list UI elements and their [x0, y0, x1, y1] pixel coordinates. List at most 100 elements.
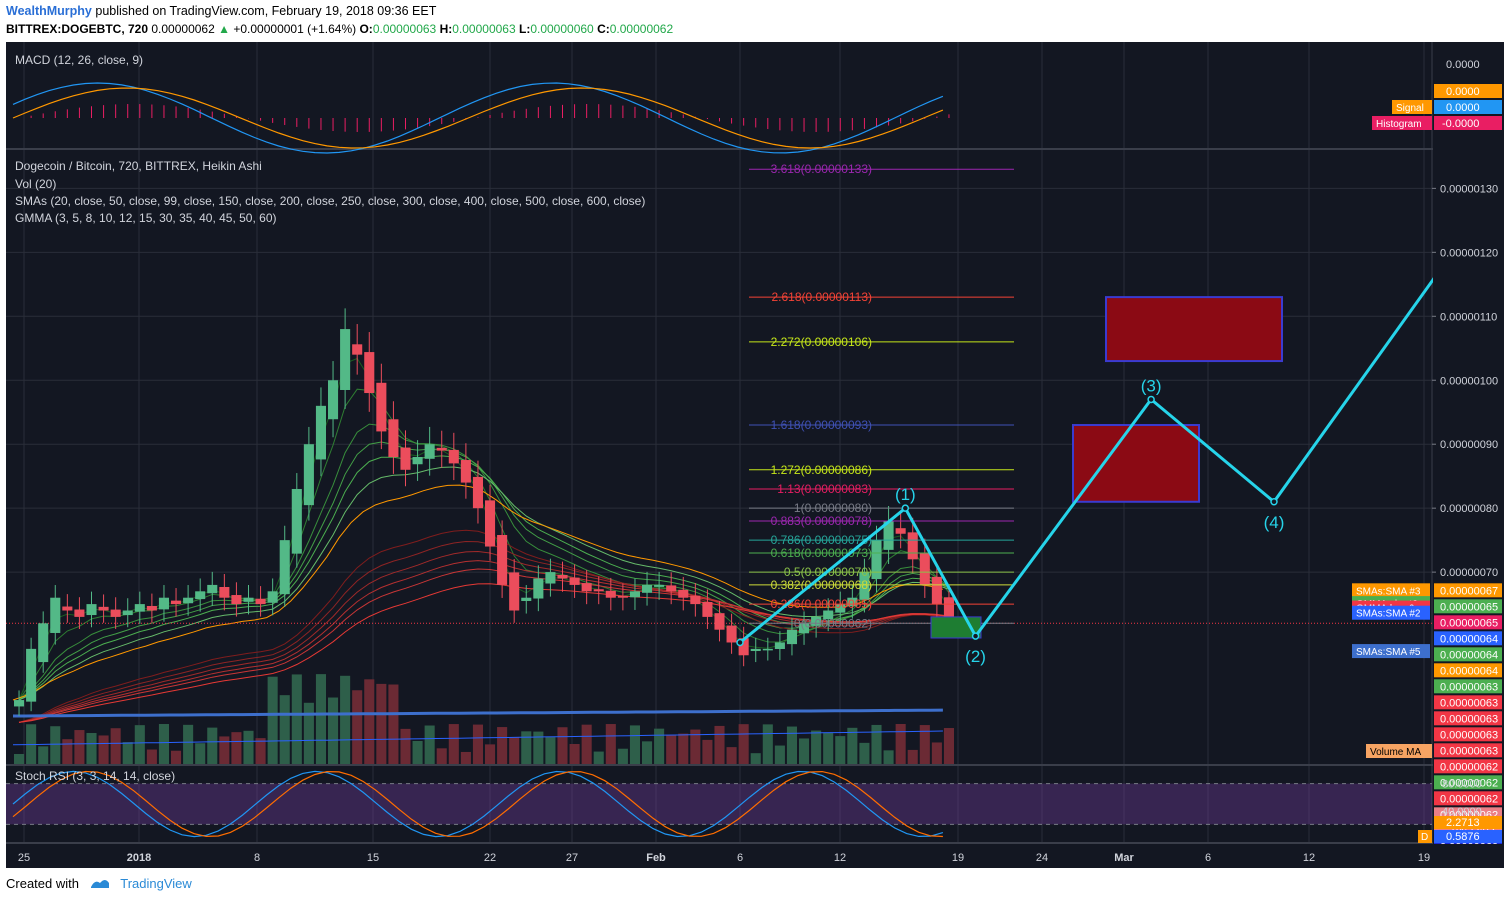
stoch-d-small-tag — [1418, 830, 1432, 843]
candle-body — [315, 405, 326, 460]
price-tag-bg — [1434, 759, 1502, 774]
target-boxes — [930, 296, 1283, 639]
volume-bar — [364, 679, 375, 764]
line-tag-bg — [1352, 644, 1430, 659]
volume-bar — [38, 746, 49, 764]
candle-body — [207, 584, 218, 594]
time-tick-label: 8 — [254, 852, 260, 864]
stoch-d-text: 0.5876 — [1446, 831, 1480, 843]
volume-bar — [448, 724, 459, 764]
candle-body — [255, 598, 266, 605]
sma-2-line — [12, 730, 943, 746]
candle-body — [738, 638, 749, 656]
stoch-k-line — [12, 770, 944, 838]
stoch-band-fill — [6, 783, 1432, 825]
candle-body — [871, 540, 882, 580]
macd-title: MACD (12, 26, close, 9) — [15, 53, 143, 67]
volume-bar — [158, 724, 169, 764]
high-value: 0.00000063 — [452, 22, 516, 36]
open-value: 0.00000063 — [372, 22, 437, 36]
time-tick-label: 6 — [737, 852, 743, 864]
chart-canvas[interactable]: 3.618(0.00000133) 2.618(0.00000113) 2.272(… — [6, 42, 1504, 868]
volume-bar — [376, 683, 387, 764]
candles — [14, 308, 954, 716]
tradingview-link[interactable]: TradingView — [120, 876, 192, 891]
price-tag-text: 0.00000062 — [1440, 761, 1498, 773]
volume-bar — [907, 749, 918, 764]
candle-body — [859, 572, 870, 600]
price-tag-text: 0.00000063 — [1440, 713, 1498, 725]
candle-body — [642, 584, 653, 593]
time-tick-label: Mar — [1114, 852, 1134, 864]
chart-area[interactable]: 3.618(0.00000133) 2.618(0.00000113) 2.272(… — [6, 42, 1504, 868]
macd-value-tag — [1434, 84, 1502, 98]
wave-point — [1147, 395, 1155, 404]
candle-body — [485, 500, 496, 547]
candle-body — [279, 540, 290, 595]
candle-body — [146, 605, 157, 611]
volume-bar — [702, 739, 713, 764]
low-value: 0.00000060 — [530, 22, 594, 36]
candle-body — [895, 528, 906, 534]
line-tag-text: SMAs:SMA #3 — [1356, 586, 1421, 597]
candle-body — [617, 595, 628, 598]
volume-bar — [328, 697, 339, 764]
volume-bar — [134, 725, 145, 764]
time-tick-label: 25 — [18, 852, 30, 864]
open-label: O: — [359, 22, 373, 36]
candle-body — [460, 460, 471, 483]
price-tick-label: 0.00000080 — [1440, 503, 1498, 515]
line-tag-text: SMAs:SMA #2 — [1356, 609, 1421, 620]
author-link[interactable]: WealthMurphy — [6, 4, 92, 18]
candle-body — [557, 574, 568, 579]
price-tag-text: 0.00000063 — [1440, 697, 1498, 709]
gmma-short-line — [18, 466, 950, 701]
candle-body — [364, 352, 375, 394]
time-axis: 25 2018 8 15 22 27 Feb 6 12 19 24 Mar 6 12 19 — [6, 844, 1504, 868]
pane-separators — [6, 42, 1504, 844]
wave-label: (1) — [895, 485, 916, 504]
volume-bar — [533, 731, 544, 764]
candle-body — [436, 447, 447, 451]
gmma-long-line — [18, 540, 950, 723]
candle-body — [799, 623, 810, 634]
fib-label: 0(0.00000062) — [794, 616, 872, 630]
price-tick-label: 0.00000090 — [1440, 439, 1498, 451]
volume-bar — [388, 684, 399, 764]
volume-bar — [509, 737, 520, 764]
price-tick-label: 0.00000070 — [1440, 567, 1498, 579]
volume-bar — [811, 730, 822, 764]
candle-body — [74, 609, 85, 617]
candle-body — [629, 591, 640, 598]
up-arrow-icon: ▲ — [218, 22, 231, 36]
time-tick-label: 15 — [367, 852, 379, 864]
volume-bar — [593, 751, 604, 764]
volume-ma-label: Volume MA — [1370, 747, 1421, 758]
publish-header: WealthMurphy published on TradingView.co… — [6, 4, 436, 18]
macd-line — [12, 82, 944, 154]
candle-body — [581, 583, 592, 592]
candle-body — [183, 597, 194, 604]
histogram-tag-text: Histogram — [1376, 119, 1422, 130]
close-value: 0.00000062 — [609, 22, 674, 36]
time-tick-label: 12 — [834, 852, 846, 864]
price-tag-text: 0.00000064 — [1440, 649, 1498, 661]
volume-bar — [545, 737, 556, 764]
candle-body — [943, 597, 954, 624]
price-tag-bg — [1434, 711, 1502, 726]
stoch-title: Stoch RSI (3, 3, 14, 14, close) — [15, 769, 175, 783]
gmma-label: GMMA (3, 5, 8, 10, 12, 15, 30, 35, 40, 4… — [15, 211, 277, 225]
candle-body — [86, 604, 97, 616]
candle-body — [605, 590, 616, 598]
signal-tag — [1392, 100, 1432, 114]
target-box-upper — [1105, 296, 1283, 363]
volume-bar — [774, 745, 785, 764]
stoch-pane — [12, 770, 944, 838]
volume-bar — [110, 728, 121, 764]
price-change: +0.00000001 (+1.64%) — [233, 22, 357, 36]
candle-body — [388, 419, 399, 457]
volume-bar — [146, 749, 157, 764]
candle-body — [195, 591, 206, 600]
volume-bar — [569, 744, 580, 764]
candle-body — [654, 584, 665, 587]
